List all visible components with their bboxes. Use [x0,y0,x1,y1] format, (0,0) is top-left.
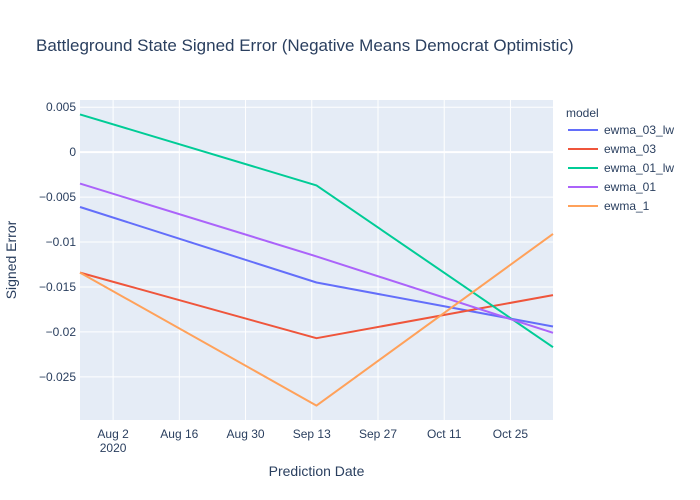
legend-label: ewma_01_lw [604,161,674,175]
legend-label: ewma_01 [604,180,656,194]
x-tick-label: Sep 13 [293,427,331,441]
x-tick-label: Oct 25 [493,427,529,441]
x-tick-label: Oct 11 [427,427,462,441]
x-axis-title: Prediction Date [269,463,365,479]
legend: model ewma_03_lw ewma_03 ewma_01_lw ewma_01… [566,106,674,213]
series-line-ewma-01 [79,182,554,334]
x-tick-label: Sep 27 [359,427,397,441]
legend-label: ewma_03 [604,142,656,156]
legend-item[interactable]: ewma_03_lw [568,123,674,137]
grid [80,100,553,420]
y-tick-label: 0.005 [46,100,76,114]
legend-label: ewma_1 [604,199,650,213]
y-tick-label: −0.02 [46,325,77,339]
y-axis-ticks: 0.005 0 −0.005 −0.01 −0.015 −0.02 −0.025 [39,100,76,384]
legend-item[interactable]: ewma_1 [568,199,650,213]
series-lines [79,113,554,407]
series-line-ewma-1 [79,233,554,407]
chart-title: Battleground State Signed Error (Negativ… [36,36,574,55]
y-tick-label: −0.025 [39,370,76,384]
legend-title: model [566,106,599,120]
plot-area [80,100,553,420]
legend-label: ewma_03_lw [604,123,674,137]
x-tick-label: Aug 2 [97,427,129,441]
series-line-ewma-03-lw [79,206,554,328]
y-tick-label: −0.015 [39,280,76,294]
y-axis-title: Signed Error [3,220,19,299]
series-line-ewma-01-lw [79,113,554,349]
x-tick-label: Aug 16 [160,427,198,441]
x-tick-year-label: 2020 [100,441,127,455]
x-tick-label: Aug 30 [227,427,265,441]
legend-item[interactable]: ewma_01 [568,180,656,194]
legend-item[interactable]: ewma_01_lw [568,161,674,175]
series-line-ewma-03 [79,271,554,340]
legend-item[interactable]: ewma_03 [568,142,656,156]
y-tick-label: −0.005 [39,190,76,204]
y-tick-label: 0 [69,145,76,159]
y-tick-label: −0.01 [46,235,77,249]
